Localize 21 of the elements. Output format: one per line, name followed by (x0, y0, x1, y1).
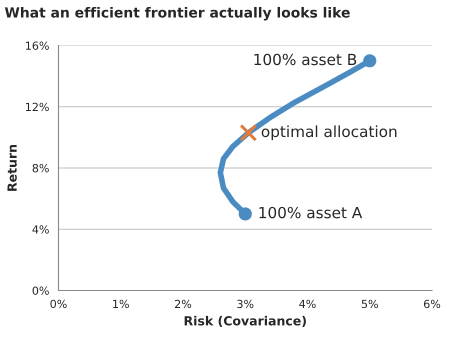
x-tick-label: 4% (299, 300, 316, 308)
annotation: 100% asset A (259, 206, 362, 218)
x-tick-label: 5% (362, 300, 378, 308)
chart-title: What an efficient frontier actually looks like (4, 6, 350, 20)
x-tick-label: 6% (424, 300, 440, 308)
point (363, 54, 376, 68)
point (240, 124, 258, 142)
x-tick-label: 1% (113, 300, 129, 308)
x-tick-label: 3% (237, 300, 254, 308)
y-axis-title: Return (8, 144, 17, 191)
x-axis-title: Risk (Covariance) (184, 316, 306, 327)
y-tick-label: 4% (32, 225, 49, 234)
x-tick-label: 0% (50, 300, 67, 308)
y-tick-label: 16% (26, 41, 49, 50)
y-tick-label: 12% (26, 102, 49, 112)
y-tick-label: 0% (32, 286, 49, 295)
annotation: optimal allocation (262, 125, 396, 140)
y-tick-label: 8% (32, 164, 49, 172)
x-tick-label: 2% (175, 300, 192, 308)
point (238, 207, 252, 221)
annotation: 100% asset B (254, 54, 356, 66)
